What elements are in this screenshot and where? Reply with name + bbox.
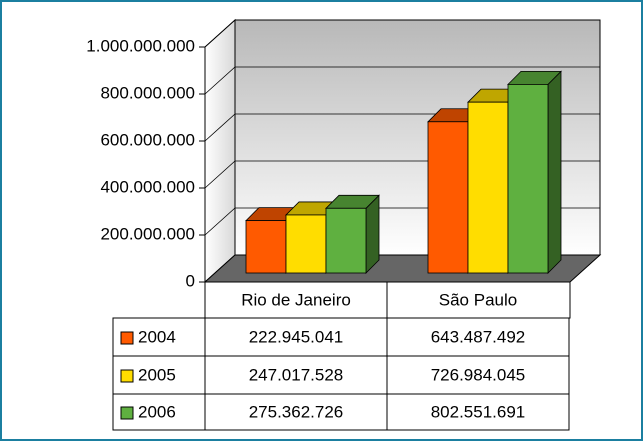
table-cell bbox=[386, 393, 570, 431]
bar bbox=[325, 207, 367, 274]
y-tick-label: 400.000.000 bbox=[100, 177, 195, 196]
legend-label: 2004 bbox=[138, 327, 176, 346]
legend-swatch bbox=[120, 369, 134, 383]
y-tick-label: 200.000.000 bbox=[100, 224, 195, 243]
value-label: 802.551.691 bbox=[431, 402, 526, 421]
table-cell bbox=[204, 317, 388, 357]
bar bbox=[507, 84, 549, 274]
table-cell bbox=[386, 317, 570, 357]
bar bbox=[245, 220, 287, 274]
bar-side bbox=[547, 70, 562, 274]
legend-swatch bbox=[120, 331, 134, 345]
y-tick-label: 600.000.000 bbox=[100, 130, 195, 149]
value-label: 222.945.041 bbox=[249, 327, 344, 346]
value-label: 643.487.492 bbox=[431, 327, 526, 346]
y-tick-label: 1.000.000.000 bbox=[86, 36, 195, 55]
bar-side bbox=[365, 194, 380, 274]
side-wall bbox=[204, 18, 236, 284]
table-cell bbox=[204, 355, 388, 395]
legend-label: 2005 bbox=[138, 365, 176, 384]
legend-label: 2006 bbox=[138, 402, 176, 421]
value-label: 726.984.045 bbox=[431, 365, 526, 384]
category-label: São Paulo bbox=[439, 290, 517, 309]
category-label: Rio de Janeiro bbox=[241, 290, 351, 309]
table-cell bbox=[386, 355, 570, 395]
bar bbox=[427, 121, 469, 274]
bar bbox=[285, 214, 327, 274]
y-tick-label: 800.000.000 bbox=[100, 83, 195, 102]
grid-line bbox=[204, 66, 600, 95]
legend-swatch bbox=[120, 406, 134, 420]
bar bbox=[467, 101, 509, 274]
grid-line bbox=[204, 19, 600, 48]
value-label: 275.362.726 bbox=[249, 402, 344, 421]
value-label: 247.017.528 bbox=[249, 365, 344, 384]
y-tick-label: 0 bbox=[186, 271, 195, 290]
table-cell bbox=[204, 393, 388, 431]
